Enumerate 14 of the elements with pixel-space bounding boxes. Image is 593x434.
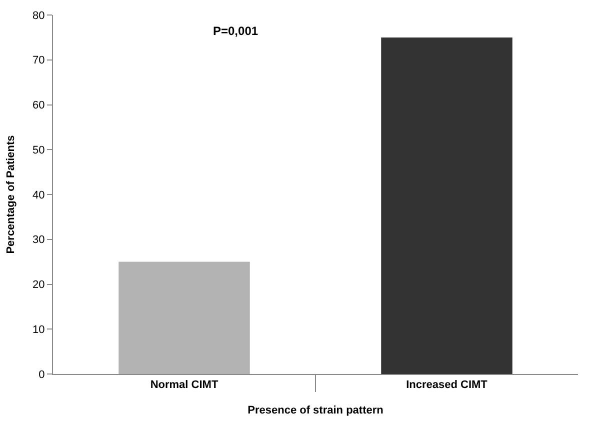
annotation: P=0,001	[213, 24, 258, 38]
x-axis-title: Presence of strain pattern	[248, 404, 384, 416]
x-tick-label: Increased CIMT	[406, 379, 488, 392]
y-tick-label: 0	[38, 368, 45, 381]
y-tick-label: 40	[32, 189, 45, 202]
y-tick-label: 80	[32, 10, 45, 22]
y-tick-label: 60	[32, 100, 45, 112]
y-tick-label: 50	[32, 144, 45, 156]
y-tick-label: 70	[32, 54, 45, 67]
y-tick-label: 20	[32, 279, 45, 292]
x-tick-label: Normal CIMT	[150, 379, 218, 392]
y-tick-label: 10	[32, 324, 45, 336]
y-tick-label: 30	[32, 234, 45, 246]
y-axis-title: Percentage of Patients	[5, 135, 18, 254]
